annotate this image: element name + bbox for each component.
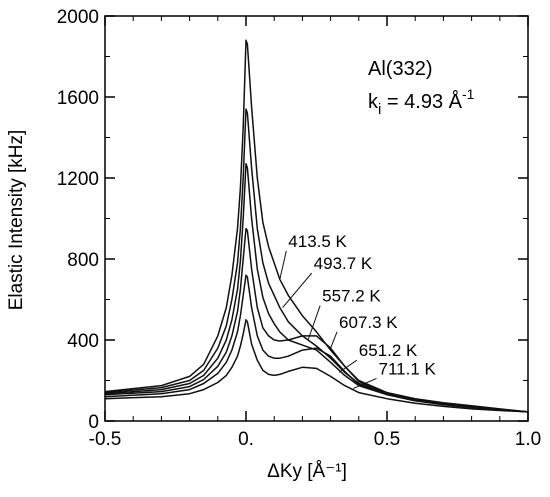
ki-subscript: i [378,101,381,118]
series-line-4 [104,227,529,413]
wavevector-label: ki = 4.93 Å-1 [368,86,475,118]
y-axis-title: Elastic Intensity [kHz] [6,130,27,311]
y-tick-label: 0 [88,412,99,433]
axes: -0.5 0. 0.5 1.0 0 400 800 1200 1600 2000 [57,7,541,450]
ki-prefix: k [368,91,379,113]
series-label-2: 493.7 K [314,254,373,273]
ki-superscript: -1 [462,86,475,102]
y-tick-label: 2000 [57,7,99,28]
series-label-leader-3 [307,305,321,341]
series-line-5 [104,274,529,413]
series-label-5: 651.2 K [359,341,418,360]
annotations: Al(332) ki = 4.93 Å-1 [368,58,475,118]
series-label-leader-6 [352,377,377,390]
series-label-3: 557.2 K [322,287,381,306]
y-tick-label: 400 [67,331,99,352]
y-tick-label: 800 [67,250,99,271]
x-tick-label: 0.5 [374,429,400,450]
x-tick-label: -0.5 [89,429,122,450]
series-label-1: 413.5 K [288,232,347,251]
series-label-leader-1 [279,250,287,280]
plot-frame [104,15,529,422]
y-tick-label: 1600 [57,88,99,109]
ki-value: = 4.93 Å [381,90,462,113]
series-line-1 [104,39,529,413]
x-tick-label: 0. [238,429,254,450]
series-label-leader-2 [282,272,313,308]
sample-label: Al(332) [368,58,432,80]
series-label-leader-5 [338,359,358,373]
plot-area: 413.5 K 493.7 K 557.2 K 607.3 K 651.2 K711.1… [104,39,529,413]
series-label-6: 711.1 K [379,359,437,378]
series-label-4: 607.3 K [339,313,398,332]
x-tick-label: 1.0 [515,429,541,450]
y-tick-label: 1200 [57,169,99,190]
series-label-leader-4 [330,331,338,349]
series-line-3 [104,163,529,413]
series-line-6 [104,319,529,413]
x-axis-title: ΔKy [Å⁻¹] [267,461,347,482]
